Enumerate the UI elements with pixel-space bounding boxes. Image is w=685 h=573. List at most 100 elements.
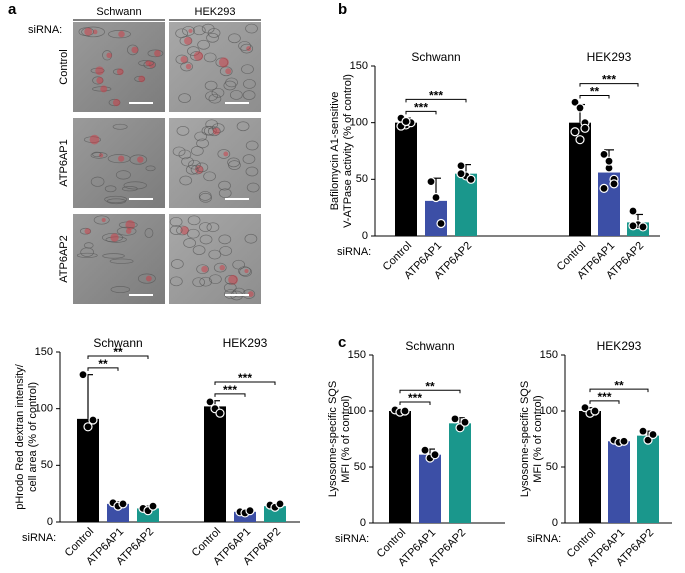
cell bbox=[187, 215, 201, 226]
significance-label: ** bbox=[590, 85, 600, 99]
cell bbox=[224, 274, 238, 285]
cell bbox=[242, 154, 256, 164]
cell bbox=[244, 233, 258, 244]
cell bbox=[241, 64, 254, 75]
y-tick-label: 150 bbox=[350, 60, 368, 72]
red-signal bbox=[201, 265, 208, 273]
significance-label: *** bbox=[408, 391, 422, 405]
y-tick-label: 100 bbox=[350, 117, 368, 129]
cell bbox=[127, 44, 139, 56]
significance-bracket bbox=[399, 389, 461, 394]
data-point bbox=[78, 370, 88, 380]
cell bbox=[188, 159, 201, 170]
cell bbox=[187, 46, 200, 56]
red-signal bbox=[154, 50, 161, 57]
cell bbox=[203, 52, 217, 63]
y-axis-label: cell area (% of control) bbox=[27, 382, 39, 492]
cell bbox=[211, 87, 225, 98]
y-tick-label: 150 bbox=[35, 346, 53, 358]
cell bbox=[110, 286, 131, 293]
panel-label: a bbox=[8, 1, 17, 18]
group-title: HEK293 bbox=[597, 339, 642, 353]
row-label: siRNA: bbox=[337, 246, 371, 258]
cell bbox=[245, 166, 259, 177]
cell bbox=[106, 198, 126, 205]
data-point bbox=[430, 450, 440, 460]
cell bbox=[205, 91, 218, 101]
data-point bbox=[580, 123, 590, 133]
data-point bbox=[426, 177, 436, 187]
cell bbox=[137, 273, 156, 284]
bar bbox=[425, 200, 447, 236]
bar bbox=[608, 441, 630, 523]
cell bbox=[205, 119, 219, 130]
data-point bbox=[460, 417, 470, 427]
cell bbox=[199, 276, 213, 287]
y-tick-label: 0 bbox=[47, 516, 53, 528]
data-point bbox=[83, 422, 93, 432]
cell bbox=[199, 222, 212, 232]
red-signal bbox=[180, 226, 189, 235]
cell bbox=[236, 121, 250, 132]
cell bbox=[219, 246, 233, 256]
bar bbox=[204, 406, 226, 522]
row-name: ATP6AP1 bbox=[58, 139, 70, 187]
cell bbox=[218, 180, 231, 191]
cell bbox=[197, 39, 210, 50]
y-axis-label: V-ATPase activity (% of control) bbox=[342, 74, 354, 228]
column-header: Schwann bbox=[96, 6, 141, 18]
red-signal bbox=[89, 134, 100, 145]
data-point bbox=[275, 499, 285, 509]
cell bbox=[80, 227, 92, 235]
cell bbox=[183, 238, 196, 248]
y-tick-label: 0 bbox=[552, 517, 558, 529]
cell bbox=[101, 233, 124, 242]
data-point bbox=[88, 415, 98, 425]
red-signal bbox=[137, 156, 144, 163]
y-axis-label: pHrodo Red dextran intensity/ bbox=[14, 363, 26, 509]
y-tick-label: 100 bbox=[348, 405, 366, 417]
cell bbox=[115, 170, 131, 180]
significance-bracket bbox=[214, 393, 246, 397]
significance-label: ** bbox=[425, 379, 435, 393]
significance-label: ** bbox=[614, 378, 624, 392]
cell bbox=[190, 146, 204, 156]
significance-label: *** bbox=[414, 101, 428, 115]
cell bbox=[176, 225, 189, 236]
significance-label: *** bbox=[238, 371, 252, 385]
group-title: HEK293 bbox=[587, 50, 632, 64]
cell bbox=[201, 23, 215, 34]
cell bbox=[196, 264, 209, 275]
cell bbox=[93, 215, 110, 225]
red-signal bbox=[112, 98, 121, 107]
red-signal bbox=[138, 75, 146, 83]
bar bbox=[77, 418, 99, 522]
cell bbox=[219, 66, 233, 77]
significance-label: ** bbox=[113, 345, 123, 359]
data-point bbox=[638, 426, 648, 436]
cell bbox=[238, 41, 251, 51]
cell bbox=[112, 68, 124, 75]
y-tick-label: 150 bbox=[348, 349, 366, 361]
cell bbox=[102, 50, 113, 61]
cell bbox=[215, 57, 229, 68]
significance-label: ** bbox=[98, 357, 108, 371]
cell bbox=[116, 226, 137, 236]
bar bbox=[419, 454, 441, 523]
data-point bbox=[245, 506, 255, 516]
cell bbox=[206, 222, 220, 233]
significance-bracket bbox=[405, 98, 467, 103]
data-point bbox=[431, 192, 441, 203]
cell bbox=[76, 252, 98, 258]
cell bbox=[213, 262, 227, 273]
red-signal bbox=[212, 127, 220, 135]
red-signal bbox=[116, 68, 124, 76]
cell bbox=[92, 76, 104, 85]
cell bbox=[78, 27, 94, 37]
red-signal bbox=[219, 264, 226, 271]
cell bbox=[194, 131, 208, 142]
red-signal bbox=[125, 228, 132, 234]
data-point bbox=[570, 127, 580, 137]
micrograph bbox=[169, 22, 261, 112]
significance-bracket bbox=[87, 355, 149, 359]
